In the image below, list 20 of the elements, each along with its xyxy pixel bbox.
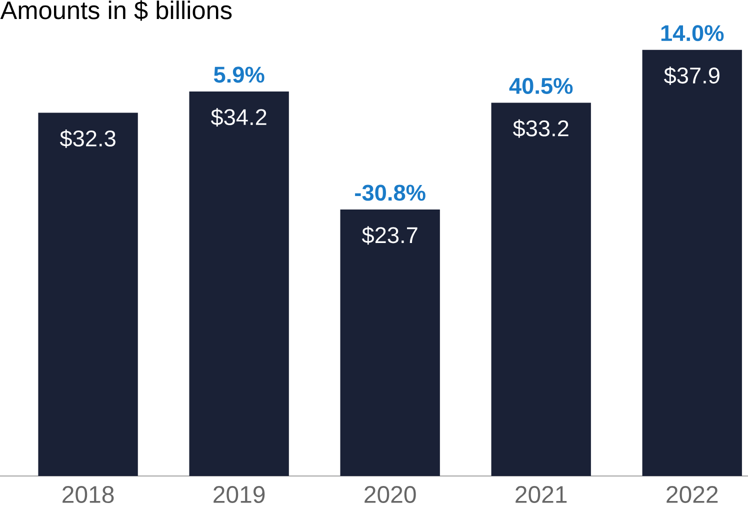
- x-tick-label: 2019: [214, 486, 265, 504]
- x-tick-label: 2022: [666, 486, 718, 504]
- x-tick-label: 2020: [364, 486, 416, 504]
- annotation: 5.9%: [214, 66, 264, 83]
- x-tick-label: 2018: [62, 486, 114, 504]
- annotation: 40.5%: [509, 78, 573, 94]
- chart-title: Amounts in $ billions: [0, 0, 232, 21]
- data-label: $33.2: [512, 119, 568, 138]
- bar: [491, 102, 591, 476]
- annotation: -30.8%: [355, 184, 426, 201]
- data-label: $34.2: [210, 108, 266, 127]
- data-label: $32.3: [60, 130, 116, 148]
- bar: [642, 50, 742, 476]
- data-label: $37.9: [664, 66, 720, 85]
- annotation: 14.0%: [661, 25, 724, 42]
- bar: [38, 112, 138, 476]
- data-label: $23.7: [362, 226, 418, 245]
- x-tick-label: 2021: [516, 486, 567, 504]
- bar: [340, 210, 440, 476]
- bar: [189, 91, 289, 476]
